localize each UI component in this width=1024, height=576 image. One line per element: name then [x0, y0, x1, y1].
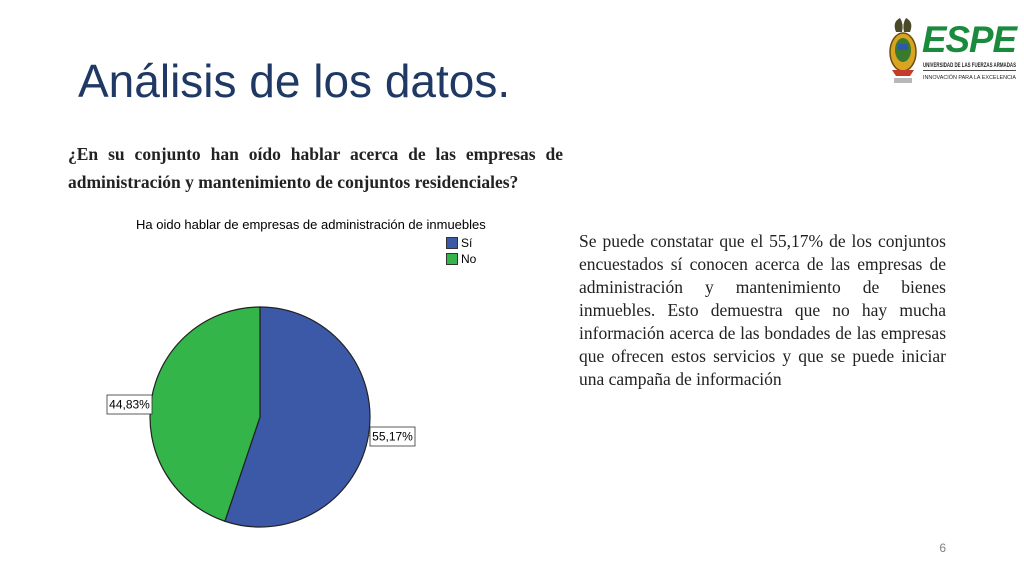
- pie-chart: 55,17% 44,83% Ha oido hablar de empresas …: [100, 210, 540, 540]
- svg-text:UNIVERSIDAD DE LAS FUERZAS ARM: UNIVERSIDAD DE LAS FUERZAS ARMADAS: [923, 62, 1016, 69]
- chart-title: Ha oido hablar de empresas de administra…: [136, 217, 486, 232]
- legend-label-si: Sí: [461, 236, 473, 250]
- legend-item-no: No: [446, 251, 476, 267]
- pie-data-label-no: 44,83%: [109, 398, 150, 412]
- legend-label-no: No: [461, 252, 477, 266]
- page-number: 6: [939, 541, 946, 555]
- pie-data-label-si: 55,17%: [372, 430, 413, 444]
- survey-question: ¿En su conjunto han oído hablar acerca d…: [68, 144, 563, 192]
- pie-label-box-si: [369, 426, 416, 447]
- espe-logo: ESPE UNIVERSIDAD DE LAS FUERZAS ARMADAS …: [889, 18, 1019, 83]
- chart-legend: Sí No: [446, 235, 476, 267]
- slide-title: Análisis de los datos.: [78, 55, 511, 107]
- pie-label-box-no: [106, 394, 153, 415]
- coat-of-arms-icon: [889, 18, 917, 83]
- svg-text:INNOVACIÓN PARA LA EXCELENCIA: INNOVACIÓN PARA LA EXCELENCIA: [923, 74, 1017, 81]
- pie-chart-canvas: 55,17% 44,83%: [106, 306, 416, 528]
- legend-swatch-si: [446, 237, 458, 249]
- svg-text:ESPE: ESPE: [922, 19, 1018, 60]
- analysis-paragraph: Se puede constatar que el 55,17% de los …: [579, 231, 946, 389]
- legend-item-si: Sí: [446, 235, 476, 251]
- legend-swatch-no: [446, 253, 458, 265]
